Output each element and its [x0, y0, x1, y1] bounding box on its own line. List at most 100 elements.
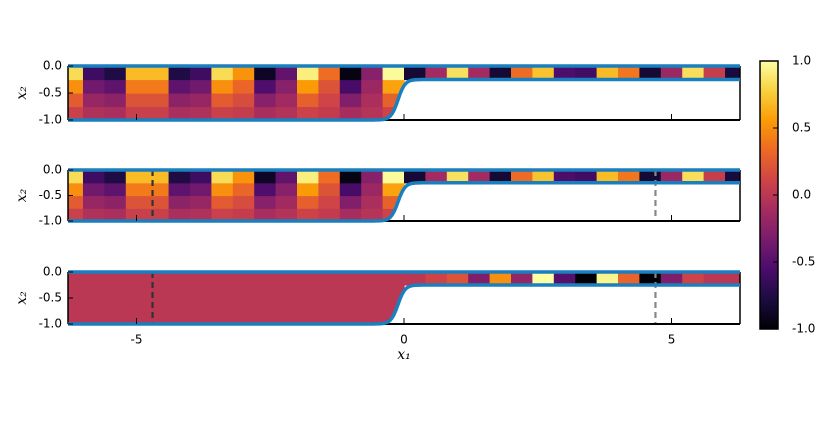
heatmap-cell	[211, 182, 234, 197]
heatmap-cell	[618, 66, 641, 81]
heatmap-cell	[296, 170, 319, 184]
heatmap-cell	[296, 195, 319, 209]
heatmap-cell	[104, 93, 127, 108]
heatmap-cell	[511, 170, 534, 184]
heatmap-cell	[125, 106, 148, 120]
colorbar-tick-label: 0.5	[792, 121, 811, 135]
heatmap-cell	[254, 79, 277, 94]
heatmap-cell	[361, 208, 384, 221]
heatmap-cell	[189, 208, 212, 221]
heatmap-cell	[682, 272, 705, 286]
heatmap-cell	[189, 106, 212, 120]
heatmap-cell	[68, 272, 84, 286]
guide-mask	[68, 182, 740, 221]
heatmap-cell	[532, 66, 555, 81]
heatmap-cell	[168, 298, 191, 312]
y-tick-label: -1.0	[39, 317, 62, 331]
heatmap-cell	[318, 285, 341, 299]
heatmap-cell	[382, 285, 405, 299]
heatmap-cell	[254, 285, 277, 299]
heatmap-cell	[211, 285, 234, 299]
heatmap-cell	[275, 285, 298, 299]
heatmap-cell	[211, 272, 234, 286]
heatmap-cell	[296, 298, 319, 312]
heatmap-cell	[125, 272, 148, 286]
y-tick-label: 0.0	[43, 265, 62, 279]
heatmap-cell	[296, 311, 319, 324]
heatmap-cell	[532, 170, 555, 184]
heatmap-cell	[339, 272, 362, 286]
heatmap-cell	[382, 170, 405, 184]
heatmap-cell	[147, 93, 170, 108]
heatmap-cell	[254, 298, 277, 312]
heatmap-cell	[168, 170, 191, 184]
heatmap-cell	[318, 208, 341, 221]
heatmap-cell	[68, 106, 84, 120]
heatmap-cell	[425, 272, 448, 286]
heatmap-cell	[339, 195, 362, 209]
heatmap-cell	[104, 311, 127, 324]
heatmap-cell	[82, 93, 105, 108]
heatmap-cell	[232, 311, 255, 324]
heatmap-cell	[660, 272, 683, 286]
heatmap-cell	[254, 170, 277, 184]
heatmap-cell	[147, 298, 170, 312]
heatmap-cell	[189, 272, 212, 286]
heatmap-cell	[254, 311, 277, 324]
x-tick-label: -5	[130, 333, 142, 347]
heatmap-cell	[104, 195, 127, 209]
heatmap-cell	[104, 106, 127, 120]
colorbar-tick-label: -1.0	[792, 322, 815, 336]
x-tick-label: 0	[400, 333, 408, 347]
heatmap-cell	[339, 79, 362, 94]
heatmap-cell	[82, 106, 105, 120]
heatmap-cell	[318, 298, 341, 312]
heatmap-cell	[168, 182, 191, 197]
heatmap-cell	[339, 106, 362, 120]
heatmap-cell	[211, 298, 234, 312]
heatmap-cell	[361, 170, 384, 184]
heatmap-cell	[147, 79, 170, 94]
heatmap-cell	[318, 93, 341, 108]
heatmap-cell	[618, 272, 641, 286]
heatmap-cell	[68, 182, 84, 197]
heatmap-cell	[104, 208, 127, 221]
heatmap-cell	[211, 106, 234, 120]
heatmap-cell	[296, 106, 319, 120]
heatmap-cell	[275, 106, 298, 120]
heatmap-cell	[425, 66, 448, 81]
heatmap-cell	[104, 182, 127, 197]
heatmap-cell	[703, 66, 726, 81]
heatmap-cell	[339, 208, 362, 221]
heatmap-cell	[189, 93, 212, 108]
heatmap-cell	[125, 195, 148, 209]
heatmap-cell	[168, 285, 191, 299]
heatmap-cell	[382, 182, 405, 197]
heatmap-cell	[82, 298, 105, 312]
y-tick-label: -0.5	[39, 291, 62, 305]
heatmap-cell	[232, 182, 255, 197]
heatmap-cell	[318, 311, 341, 324]
heatmap-cell	[104, 170, 127, 184]
heatmap-cell	[361, 195, 384, 209]
heatmap-cell	[232, 170, 255, 184]
x-tick-label: 5	[668, 333, 676, 347]
heatmap-cell	[168, 93, 191, 108]
heatmap-cell	[275, 208, 298, 221]
heatmap-cell	[361, 272, 384, 286]
heatmap-cell	[725, 272, 740, 286]
y-tick-label: -1.0	[39, 214, 62, 228]
heatmap-cell	[68, 208, 84, 221]
heatmap-cell	[382, 272, 405, 286]
heatmap-cell	[104, 79, 127, 94]
heatmap-cell	[275, 298, 298, 312]
heatmap-cell	[339, 93, 362, 108]
heatmap	[68, 170, 740, 221]
heatmap-cell	[82, 79, 105, 94]
heatmap-cell	[82, 285, 105, 299]
heatmap-cell	[725, 66, 740, 81]
heatmap-cell	[318, 106, 341, 120]
heatmap-cell	[489, 272, 512, 286]
guide-mask	[68, 285, 740, 324]
